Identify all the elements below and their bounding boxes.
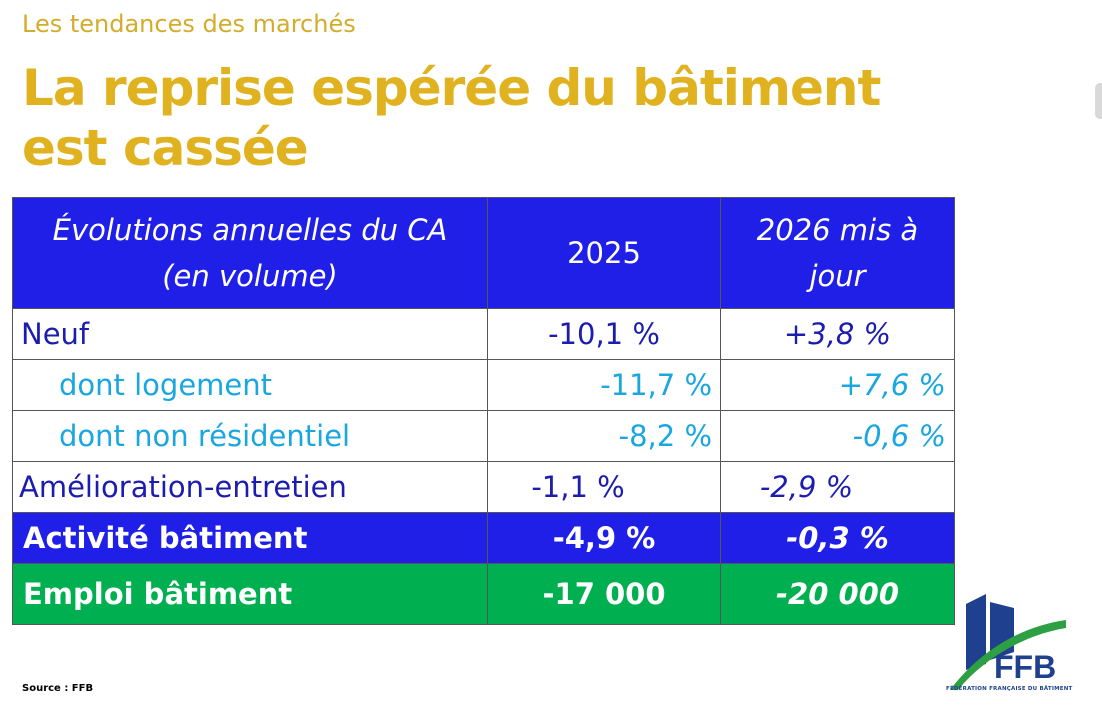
table-row-emploi: Emploi bâtiment -17 000 -20 000 (12, 563, 955, 625)
side-scroll-tab (1095, 83, 1102, 119)
row-value-2025: -8,2 % (487, 410, 721, 462)
slide-title-line-2: est cassée (22, 119, 309, 177)
table-row-logement: dont logement -11,7 % +7,6 % (12, 359, 955, 411)
row-value-2026: -20 000 (720, 563, 955, 625)
table-row-amelioration: Amélioration-entretien -1,1 % -2,9 % (12, 461, 955, 513)
row-value-2025: -10,1 % (487, 308, 721, 360)
row-value-2026: +7,6 % (720, 359, 955, 411)
source-note: Source : FFB (22, 683, 94, 694)
table-row-activite: Activité bâtiment -4,9 % -0,3 % (12, 512, 955, 564)
row-value-2025: -4,9 % (487, 512, 721, 564)
row-value-2025: -1,1 % (487, 461, 721, 513)
header-2026-line-2: jour (809, 259, 866, 293)
ffb-building-logo-icon: FFB (950, 594, 1066, 690)
table-row-neuf: Neuf -10,1 % +3,8 % (12, 308, 955, 360)
row-value-2026: -2,9 % (720, 461, 955, 513)
row-label: dont logement (12, 359, 488, 411)
row-value-2025: -11,7 % (487, 359, 721, 411)
table-row-non-residentiel: dont non résidentiel -8,2 % -0,6 % (12, 410, 955, 462)
header-label-line-1: Évolutions annuelles du CA (52, 213, 448, 247)
row-label: Amélioration-entretien (12, 461, 488, 513)
row-label: Neuf (12, 308, 488, 360)
header-label-line-2: (en volume) (162, 259, 338, 293)
logo-tower-left (966, 594, 986, 670)
logo-text: FFB (994, 649, 1056, 685)
header-label-cell: Évolutions annuelles du CA (en volume) (12, 197, 488, 309)
row-value-2025: -17 000 (487, 563, 721, 625)
row-label: Emploi bâtiment (12, 563, 488, 625)
row-label: dont non résidentiel (12, 410, 488, 462)
slide-title: La reprise espérée du bâtiment est cassé… (22, 58, 881, 178)
logo-caption: FÉDÉRATION FRANÇAISE DU BÂTIMENT (946, 686, 1073, 692)
row-value-2026: -0,3 % (720, 512, 955, 564)
table-header-row: Évolutions annuelles du CA (en volume) 2… (12, 197, 955, 309)
slide-supertitle: Les tendances des marchés (22, 10, 356, 38)
row-label: Activité bâtiment (12, 512, 488, 564)
header-2025-cell: 2025 (487, 197, 721, 309)
row-value-2026: -0,6 % (720, 410, 955, 462)
slide-title-line-1: La reprise espérée du bâtiment (22, 59, 881, 117)
header-2026-cell: 2026 mis à jour (720, 197, 955, 309)
revenue-evolution-table: Évolutions annuelles du CA (en volume) 2… (12, 197, 955, 625)
row-value-2026: +3,8 % (720, 308, 955, 360)
header-2026-line-1: 2026 mis à (756, 213, 919, 247)
logo-green-swoosh (950, 620, 1066, 690)
